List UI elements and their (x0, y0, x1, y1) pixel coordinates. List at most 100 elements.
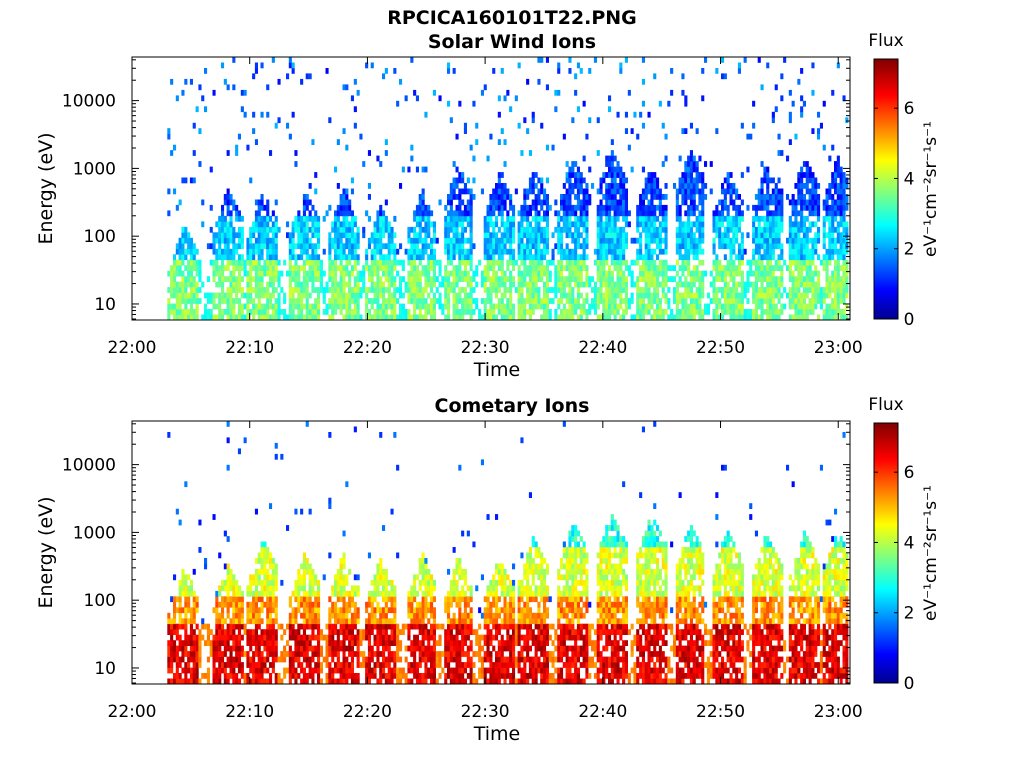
flux-cell (331, 276, 335, 282)
flux-cell (624, 57, 628, 63)
flux-cell (345, 298, 349, 304)
flux-cell (463, 254, 467, 261)
flux-cell (257, 634, 261, 641)
flux-cell (576, 314, 580, 321)
flux-cell (627, 303, 631, 310)
flux-cell (382, 314, 386, 321)
flux-cell (675, 204, 679, 211)
flux-cell (684, 292, 688, 299)
flux-cell (695, 172, 699, 178)
flux-cell (551, 287, 555, 293)
flux-cell (689, 226, 693, 233)
flux-cell (726, 232, 730, 239)
flux-cell (726, 287, 730, 293)
flux-cell (232, 254, 236, 261)
flux-cell (698, 276, 702, 282)
flux-cell (760, 84, 764, 91)
flux-cell (359, 270, 363, 277)
flux-cell (800, 106, 804, 113)
flux-cell (373, 248, 377, 255)
flux-cell (712, 292, 716, 299)
flux-cell (407, 298, 411, 304)
flux-cell (735, 292, 739, 299)
flux-cell (387, 287, 391, 293)
flux-cell (447, 232, 451, 239)
flux-cell (181, 248, 185, 255)
flux-cell (701, 95, 705, 102)
flux-cell (836, 204, 840, 211)
flux-cell (466, 248, 470, 255)
flux-cell (181, 585, 185, 592)
flux-cell (334, 270, 338, 277)
flux-cell (641, 276, 645, 282)
flux-cell (579, 243, 583, 250)
flux-cell (610, 276, 614, 282)
flux-cell (650, 265, 654, 271)
flux-cell (534, 292, 538, 299)
flux-cell (184, 612, 188, 619)
flux-cell (277, 117, 281, 124)
flux-cell (839, 199, 843, 206)
flux-cell (311, 204, 315, 211)
flux-cell (424, 314, 428, 321)
flux-cell (421, 226, 425, 233)
flux-cell (390, 248, 394, 255)
flux-cell (438, 298, 442, 304)
flux-cell (732, 188, 736, 195)
flux-cell (348, 254, 352, 261)
flux-cell (526, 237, 530, 244)
flux-cell (551, 248, 555, 255)
flux-cell (418, 270, 422, 277)
flux-cell (610, 166, 614, 173)
flux-cell (218, 552, 222, 559)
flux-cell (223, 221, 227, 228)
flux-cell (701, 232, 705, 239)
flux-cell (619, 259, 623, 266)
flux-cell (212, 276, 216, 282)
flux-cell (187, 314, 191, 321)
flux-cell (531, 292, 535, 299)
flux-cell (382, 243, 386, 250)
flux-cell (317, 237, 321, 244)
flux-cell (732, 259, 736, 266)
flux-cell (297, 237, 301, 244)
flux-cell (650, 248, 654, 255)
flux-cell (384, 150, 388, 156)
flux-cell (311, 243, 315, 250)
flux-cell (571, 237, 575, 244)
flux-cell (791, 100, 795, 107)
flux-cell (334, 309, 338, 315)
flux-cell (370, 298, 374, 304)
flux-cell (466, 177, 470, 184)
flux-cell (834, 259, 838, 266)
flux-cell (698, 188, 702, 195)
flux-cell (576, 177, 580, 184)
flux-cell (591, 276, 595, 282)
flux-cell (269, 678, 273, 685)
flux-cell (822, 237, 826, 244)
flux-cell (715, 128, 719, 134)
flux-cell (452, 210, 456, 217)
flux-cell (825, 232, 829, 239)
flux-cell (828, 243, 832, 250)
flux-cell (356, 281, 360, 288)
flux-cell (189, 248, 193, 255)
flux-cell (517, 309, 521, 315)
flux-cell (373, 281, 377, 288)
flux-cell (427, 309, 431, 315)
flux-cell (263, 265, 267, 271)
flux-cell (497, 183, 501, 189)
flux-cell (786, 265, 790, 271)
flux-cell (681, 314, 685, 321)
flux-cell (266, 618, 270, 625)
flux-cell (461, 303, 465, 310)
flux-cell (836, 166, 840, 173)
flux-cell (771, 270, 775, 277)
flux-cell (249, 678, 253, 685)
flux-cell (353, 221, 357, 228)
flux-cell (240, 618, 244, 625)
flux-cell (681, 194, 685, 200)
flux-cell (263, 232, 267, 239)
flux-cell (458, 215, 462, 222)
flux-cell (624, 292, 628, 299)
